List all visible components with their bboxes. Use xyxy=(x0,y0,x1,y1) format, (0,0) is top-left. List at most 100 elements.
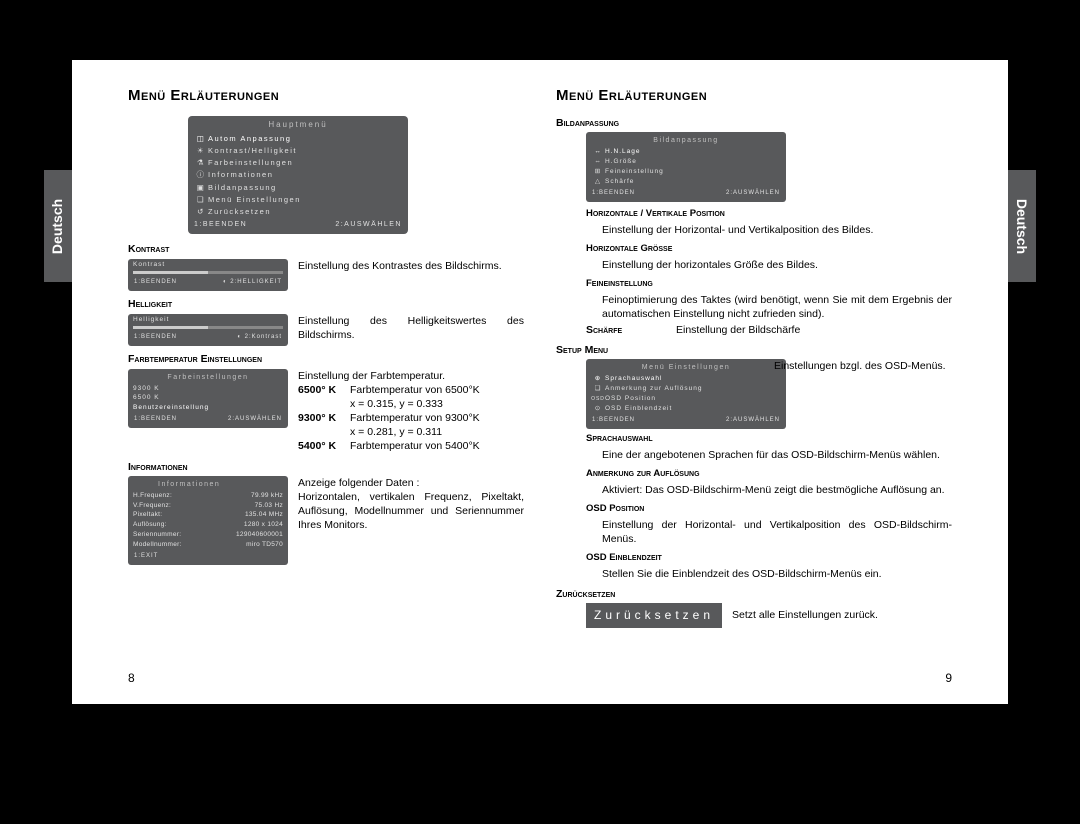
menu-item[interactable]: ❏Menü Einstellungen xyxy=(188,194,408,206)
panel-label: Helligkeit xyxy=(128,316,288,326)
menu-item[interactable]: ▣Bildanpassung xyxy=(188,182,408,194)
option-row[interactable]: ❏Anmerkung zur Auflösung xyxy=(586,385,786,395)
setup-desc: Einstellungen bzgl. des OSD-Menüs. xyxy=(774,359,946,373)
option-row[interactable]: ⊞Feineinstellung xyxy=(586,167,786,177)
language-tab-right: Deutsch xyxy=(1008,170,1036,282)
osdpos-icon: OSD xyxy=(591,396,605,403)
sub-desc: Stellen Sie die Einblendzeit des OSD-Bil… xyxy=(602,567,952,581)
farbtemp-block: Farbeinstellungen 9300 K 6500 K Benutzer… xyxy=(128,369,524,454)
option-row[interactable]: △Schärfe xyxy=(586,177,786,187)
hpos-icon: ↔ xyxy=(591,148,605,157)
setup-panel: Menü Einstellungen ⊕Sprachauswahl ❏Anmer… xyxy=(586,359,786,429)
option-row[interactable]: OSDOSD Position xyxy=(586,394,786,404)
info-panel: Informationen H.Frequenz:79.99 kHz V.Fre… xyxy=(128,476,288,565)
info-row: V.Frequenz:75.03 Hz xyxy=(128,501,288,511)
sub-title: OSD Position xyxy=(586,503,952,516)
temp-row: 5400° KFarbtemperatur von 5400°K xyxy=(298,439,480,453)
page-spread: Deutsch Menü Erläuterungen Hauptmenü ◫Au… xyxy=(72,60,1008,704)
option-row[interactable]: ⊙OSD Einblendzeit xyxy=(586,404,786,414)
sub-title: OSD Einblendzeit xyxy=(586,552,952,565)
section-title-info: Informationen xyxy=(128,460,524,474)
sub-desc: Einstellung der Bildschärfe xyxy=(676,323,952,337)
section-title-kontrast: Kontrast xyxy=(128,242,524,256)
reset-icon: ↺ xyxy=(194,207,208,217)
section-title-reset: Zurücksetzen xyxy=(556,587,952,601)
info-desc: Anzeige folgender Daten : xyxy=(298,476,524,490)
panel-footer: 1:BEENDEN◐ 2:Kontrast xyxy=(128,331,288,344)
setup-block: Menü Einstellungen ⊕Sprachauswahl ❏Anmer… xyxy=(556,359,952,429)
menu-item[interactable]: ↺Zurücksetzen xyxy=(188,206,408,218)
menu-item[interactable]: ⚗Farbeinstellungen xyxy=(188,157,408,169)
temp-row: x = 0.281, y = 0.311 xyxy=(298,425,480,439)
info-row: Pixeltakt:135.04 MHz xyxy=(128,511,288,521)
sub-title: Horizontale / Vertikale Position xyxy=(586,208,952,221)
helligkeit-block: Helligkeit 1:BEENDEN◐ 2:Kontrast Einstel… xyxy=(128,314,524,347)
sub-title: Anmerkung zur Auflösung xyxy=(586,468,952,481)
reset-banner[interactable]: Zurücksetzen xyxy=(586,603,722,627)
sub-title: Sprachauswahl xyxy=(586,433,952,446)
panel-footer: 1:BEENDEN2:AUSWÄHLEN xyxy=(586,414,786,427)
sub-desc: Einstellung der Horizontal- und Vertikal… xyxy=(602,518,952,546)
info-desc-block: Anzeige folgender Daten : Horizontalen, … xyxy=(298,476,524,533)
info-icon: ⓘ xyxy=(194,170,208,180)
sub-desc: Einstellung der horizontales Größe des B… xyxy=(602,258,952,272)
option-row[interactable]: 9300 K xyxy=(128,384,288,394)
slider-bar[interactable] xyxy=(133,271,283,274)
kontrast-desc: Einstellung des Kontrastes des Bildschir… xyxy=(298,259,502,273)
panel-footer: 1:EXIT xyxy=(128,550,288,563)
page-right: Deutsch Menü Erläuterungen Bildanpassung… xyxy=(540,60,1008,704)
section-title-bildanpassung: Bildanpassung xyxy=(556,116,952,130)
contrast-icon: ☀ xyxy=(194,146,208,156)
kontrast-block: Kontrast 1:BEENDEN◐ 2:HELLIGKEIT Einstel… xyxy=(128,259,524,292)
info-row: H.Frequenz:79.99 kHz xyxy=(128,491,288,501)
panel-label: Farbeinstellungen xyxy=(128,371,288,384)
panel-footer: 1:BEENDEN2:AUSWÄHLEN xyxy=(128,413,288,426)
sub-desc: Eine der angebotenen Sprachen für das OS… xyxy=(602,448,952,462)
info-desc: Horizontalen, vertikalen Frequenz, Pixel… xyxy=(298,490,524,533)
info-row: Auflösung:1280 x 1024 xyxy=(128,521,288,531)
section-title-farbtemp: Farbtemperatur Einstellungen xyxy=(128,352,524,366)
panel-footer: 1:BEENDEN2:AUSWÄHLEN xyxy=(188,218,408,232)
main-menu-panel: Hauptmenü ◫Autom Anpassung ☀Kontrast/Hel… xyxy=(188,116,408,234)
temp-row: 6500° KFarbtemperatur von 6500°K xyxy=(298,383,480,397)
menu-item[interactable]: ◫Autom Anpassung xyxy=(188,133,408,145)
res-icon: ❏ xyxy=(591,385,605,394)
reset-desc: Setzt alle Einstellungen zurück. xyxy=(732,608,878,622)
option-row[interactable]: ↔H.N.Lage xyxy=(586,148,786,158)
image-icon: ▣ xyxy=(194,183,208,193)
slider-bar[interactable] xyxy=(133,326,283,329)
sub-title: Feineinstellung xyxy=(586,278,952,291)
osdtime-icon: ⊙ xyxy=(591,405,605,414)
info-block: Informationen H.Frequenz:79.99 kHz V.Fre… xyxy=(128,476,524,565)
hsize-icon: ⇔ xyxy=(591,158,605,167)
info-row: Modellnummer:miro TD570 xyxy=(128,540,288,550)
language-tab-left: Deutsch xyxy=(44,170,72,282)
page-title-right: Menü Erläuterungen xyxy=(556,86,952,106)
option-row[interactable]: ⊕Sprachauswahl xyxy=(586,375,786,385)
sub-desc: Aktiviert: Das OSD-Bildschirm-Menü zeigt… xyxy=(602,483,952,497)
lang-icon: ⊕ xyxy=(591,375,605,384)
farbtemp-desc: Einstellung der Farbtemperatur. xyxy=(298,369,480,383)
menu-item[interactable]: ☀Kontrast/Helligkeit xyxy=(188,145,408,157)
reset-block: Zurücksetzen Setzt alle Einstellungen zu… xyxy=(586,603,952,627)
panel-label: Bildanpassung xyxy=(586,134,786,147)
fine-icon: ⊞ xyxy=(591,168,605,177)
farbtemp-panel: Farbeinstellungen 9300 K 6500 K Benutzer… xyxy=(128,369,288,429)
setup-icon: ❏ xyxy=(194,195,208,205)
option-row[interactable]: Benutzereinstellung xyxy=(128,404,288,414)
page-title-left: Menü Erläuterungen xyxy=(128,86,524,106)
page-number-right: 9 xyxy=(945,670,952,686)
option-row[interactable]: 6500 K xyxy=(128,394,288,404)
main-menu-title: Hauptmenü xyxy=(188,118,408,133)
kontrast-panel: Kontrast 1:BEENDEN◐ 2:HELLIGKEIT xyxy=(128,259,288,292)
page-left: Deutsch Menü Erläuterungen Hauptmenü ◫Au… xyxy=(72,60,540,704)
option-row[interactable]: ⇔H.Größe xyxy=(586,158,786,168)
panel-label: Kontrast xyxy=(128,261,288,271)
temp-row: x = 0.315, y = 0.333 xyxy=(298,397,480,411)
panel-label: Menü Einstellungen xyxy=(586,361,786,374)
panel-label: Informationen xyxy=(128,478,288,491)
info-row: Seriennummer:129040600001 xyxy=(128,530,288,540)
sub-desc: Feinoptimierung des Taktes (wird benötig… xyxy=(602,293,952,321)
menu-item[interactable]: ⓘInformationen xyxy=(188,169,408,181)
helligkeit-panel: Helligkeit 1:BEENDEN◐ 2:Kontrast xyxy=(128,314,288,347)
